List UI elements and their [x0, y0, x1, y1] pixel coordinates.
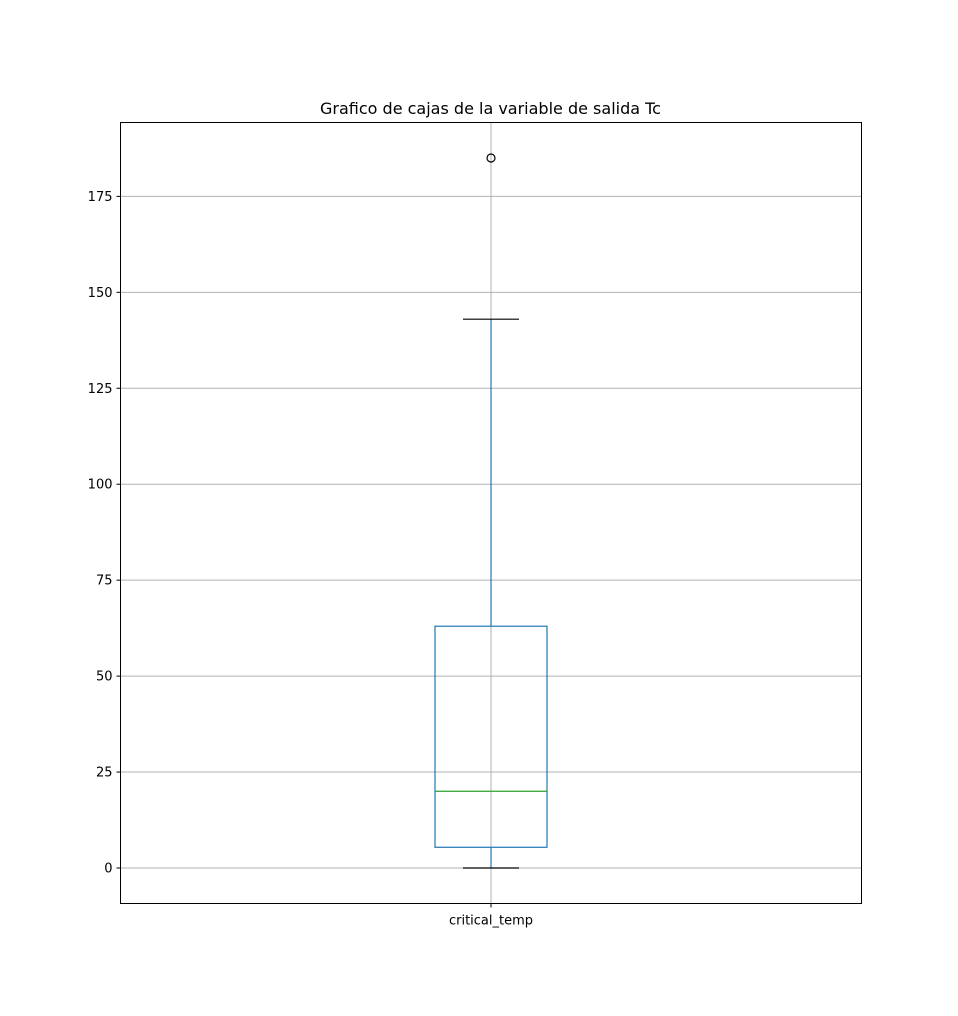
- box-critical_temp: [434, 153, 548, 869]
- y-tick-label: 50: [96, 670, 113, 685]
- iqr-box: [434, 625, 548, 848]
- x-tick-label: critical_temp: [449, 914, 533, 929]
- y-tick-label: 150: [88, 286, 113, 301]
- y-tick-label: 175: [88, 190, 113, 205]
- chart-title: Grafico de cajas de la variable de salid…: [320, 99, 661, 118]
- boxes-layer: [434, 153, 548, 869]
- y-tick-label: 0: [104, 862, 112, 877]
- y-tick-label: 25: [96, 766, 113, 781]
- y-tick-label: 125: [88, 382, 113, 397]
- y-tick-label: 100: [88, 478, 113, 493]
- axes: 0 25 50 75 100 125 150 175 critical_temp: [88, 190, 533, 929]
- y-tick-label: 75: [96, 574, 113, 589]
- outlier-point: [486, 153, 496, 163]
- plot-frame: [120, 122, 862, 904]
